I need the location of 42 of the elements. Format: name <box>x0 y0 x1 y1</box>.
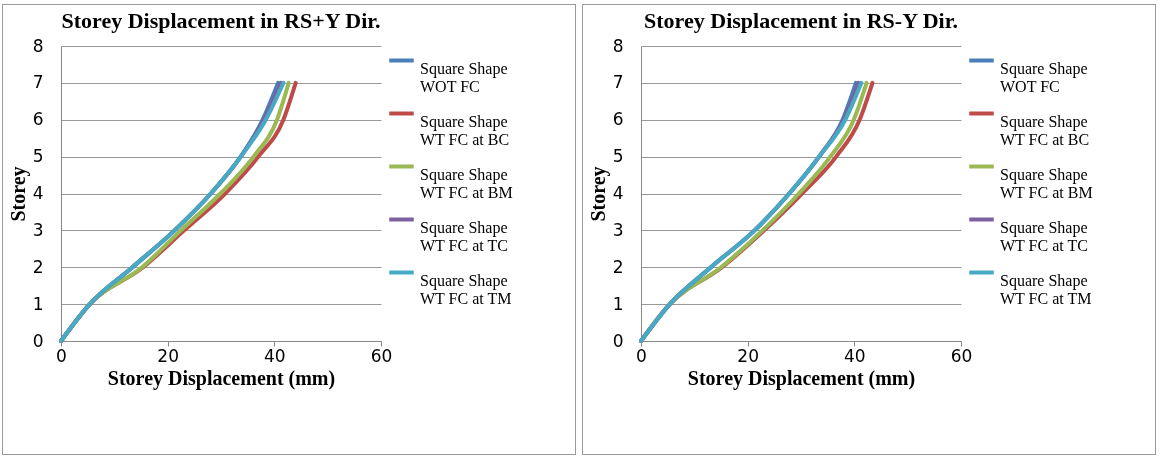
y-tick-label: 6 <box>612 109 624 130</box>
y-tick-label: 1 <box>612 293 624 314</box>
y-tick-label: 2 <box>612 256 624 277</box>
x-tick-label: 60 <box>950 345 973 366</box>
legend-label: Square Shape WT FC at BM <box>1000 165 1093 201</box>
y-tick-label: 5 <box>32 146 44 167</box>
legend-label: Square Shape WT FC at BC <box>1000 112 1090 148</box>
legend-label: Square Shape WOT FC <box>1000 59 1088 95</box>
y-tick-label: 6 <box>32 109 44 130</box>
chart-title: Storey Displacement in RS+Y Dir. <box>61 8 381 33</box>
y-tick-label: 4 <box>612 183 624 203</box>
x-axis-title: Storey Displacement (mm) <box>687 366 916 390</box>
legend-label: Square Shape WT FC at TM <box>420 271 512 307</box>
legend-label: Square Shape WT FC at BM <box>420 165 513 201</box>
legend-label: Square Shape WT FC at BC <box>420 112 510 148</box>
y-tick-label: 1 <box>32 293 44 314</box>
y-tick-label: 7 <box>612 72 624 93</box>
x-tick-label: 0 <box>56 345 67 366</box>
legend-label: Square Shape WT FC at TM <box>1000 271 1092 307</box>
legend-label: Square Shape WT FC at TC <box>420 218 508 254</box>
y-tick-label: 3 <box>612 219 624 240</box>
legend-label: Square Shape WOT FC <box>420 59 508 95</box>
x-tick-label: 20 <box>157 345 179 366</box>
x-tick-label: 40 <box>264 345 286 366</box>
x-tick-label: 0 <box>636 345 647 366</box>
y-tick-label: 8 <box>612 35 624 56</box>
y-tick-label: 2 <box>32 256 44 277</box>
y-tick-label: 5 <box>612 146 624 167</box>
y-tick-label: 3 <box>32 219 44 240</box>
chart-title: Storey Displacement in RS-Y Dir. <box>644 8 958 33</box>
y-tick-label: 4 <box>32 183 44 203</box>
y-tick-label: 8 <box>32 35 44 56</box>
y-tick-label: 7 <box>32 72 44 93</box>
x-tick-label: 60 <box>370 345 393 366</box>
legend-label: Square Shape WT FC at TC <box>1000 218 1088 254</box>
x-tick-label: 20 <box>737 345 759 366</box>
x-axis-title: Storey Displacement (mm) <box>107 366 336 390</box>
y-axis-title: Storey <box>6 166 30 222</box>
y-axis-title: Storey <box>586 166 610 222</box>
y-tick-label: 0 <box>612 330 624 351</box>
x-tick-label: 40 <box>844 345 866 366</box>
y-tick-label: 0 <box>32 330 44 351</box>
